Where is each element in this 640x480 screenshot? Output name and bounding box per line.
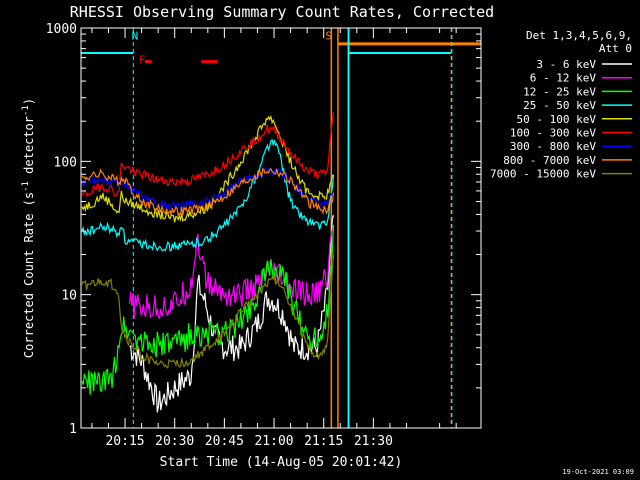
x-tick-label: 20:45 (205, 434, 244, 449)
legend-entry-label: 7000 - 15000 keV (490, 168, 596, 181)
axis-ticks: 20:15 20:30 20:45 21:00 21:15 21:30 1 10 100 1000 (46, 22, 481, 449)
x-tick-label: 21:30 (354, 434, 393, 449)
y-axis-label: Corrected Count Rate (s-1 detector-1) (21, 98, 36, 358)
x-tick-label: 21:15 (304, 434, 343, 449)
series-line (81, 224, 335, 395)
y-axis-label-exponent: -1 (21, 105, 31, 116)
plot-frame (80, 27, 482, 429)
x-tick-label: 20:15 (105, 434, 144, 449)
y-axis-label-part: detector (22, 116, 36, 181)
series-line (81, 138, 335, 252)
y-axis-label-part: ) (22, 98, 36, 105)
legend-entry-label: 800 - 7000 keV (503, 154, 596, 167)
series-line (81, 254, 335, 369)
x-tick-label: 21:00 (254, 434, 293, 449)
series-line (81, 114, 334, 223)
legend-attenuator: Att 0 (599, 42, 632, 55)
series-line (81, 112, 335, 198)
x-axis-label: Start Time (14-Aug-05 20:01:42) (160, 455, 403, 470)
y-axis-label-part: Corrected Count Rate (s (22, 192, 36, 358)
y-tick-label: 100 (54, 155, 77, 170)
series-layer (81, 112, 335, 413)
legend-entry-label: 50 - 100 keV (517, 113, 597, 126)
y-tick-label: 1000 (46, 22, 77, 37)
state-overlays: NF S (81, 28, 481, 428)
legend-entry-label: 6 - 12 keV (530, 72, 597, 85)
series-line (128, 228, 334, 320)
legend-entry-label: 100 - 300 keV (510, 127, 596, 140)
generation-timestamp: 19-Oct-2021 03:09 (562, 468, 634, 476)
legend-entry-label: 300 - 800 keV (510, 140, 596, 153)
legend-entry-label: 12 - 25 keV (523, 85, 596, 98)
state-label: N (132, 29, 139, 42)
series-line (129, 215, 335, 413)
series-line (81, 167, 335, 218)
y-tick-label: 1 (69, 422, 77, 437)
y-tick-label: 10 (61, 289, 77, 304)
legend-entry-label: 3 - 6 keV (536, 58, 596, 71)
state-label: S (325, 29, 332, 42)
x-tick-label: 20:30 (155, 434, 194, 449)
chart-title: RHESSI Observing Summary Count Rates, Co… (70, 3, 494, 21)
series-line (81, 166, 334, 211)
legend-entry-label: 25 - 50 keV (523, 99, 596, 112)
y-axis-label-exponent: -1 (21, 181, 31, 192)
state-label: F (139, 54, 146, 67)
legend-detectors: Det 1,3,4,5,6,9, (526, 29, 632, 42)
